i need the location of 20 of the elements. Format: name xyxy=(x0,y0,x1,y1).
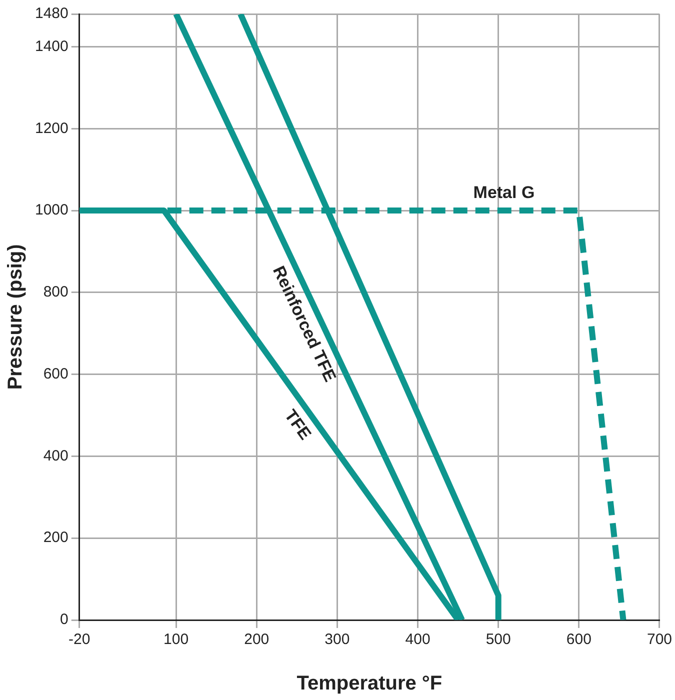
x-tick-label: 100 xyxy=(164,631,189,648)
y-tick-label: 0 xyxy=(60,611,68,628)
x-tick-label: 600 xyxy=(566,631,592,648)
y-tick-label: 200 xyxy=(43,529,68,546)
x-axis-title: Temperature °F xyxy=(296,672,442,695)
y-tick-label: 400 xyxy=(43,447,68,464)
x-tick-label: -20 xyxy=(68,631,90,648)
y-tick-label: 800 xyxy=(43,284,68,301)
x-tick-label: 300 xyxy=(324,631,350,648)
y-axis-title: Pressure (psig) xyxy=(4,244,27,390)
y-tick-label: 1000 xyxy=(34,202,68,219)
x-tick-label: 500 xyxy=(486,631,511,648)
series-label: Metal G xyxy=(473,183,535,202)
x-tick-label: 400 xyxy=(405,631,430,648)
y-tick-label: 600 xyxy=(43,365,68,382)
x-tick-label: 200 xyxy=(244,631,270,648)
y-tick-label: 1400 xyxy=(34,38,68,55)
y-tick-label: 1200 xyxy=(34,120,68,137)
y-tick-label: 1480 xyxy=(34,5,68,22)
x-tick-label: 700 xyxy=(646,631,672,648)
